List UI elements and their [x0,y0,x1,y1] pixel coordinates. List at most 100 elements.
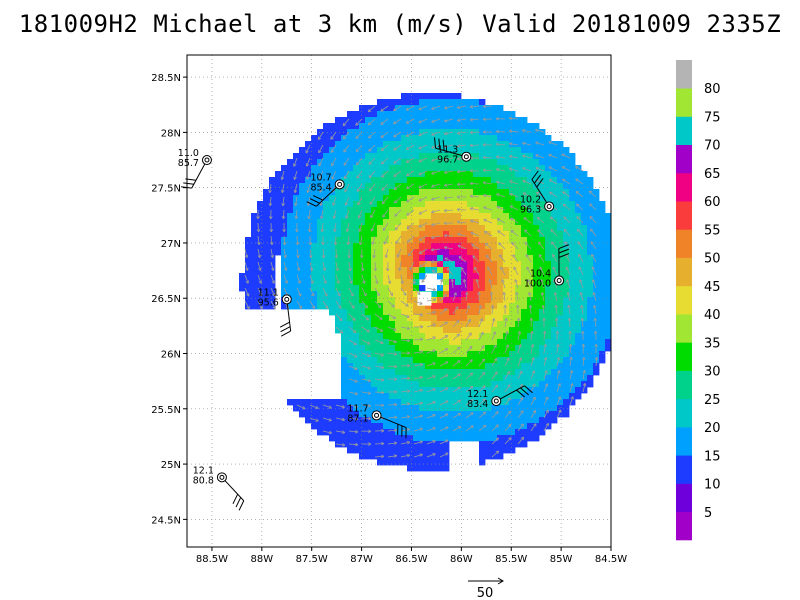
wind-vector [348,442,359,447]
wind-speed-cell [389,285,396,292]
wind-speed-cell [251,225,258,232]
wind-speed-cell [419,447,426,454]
wind-speed-cell [251,285,258,292]
wind-vector [482,143,493,147]
wind-speed-cell [371,333,378,340]
wind-speed-cell [341,303,348,310]
wind-vector [413,427,423,432]
wind-speed-cell [383,315,390,322]
wind-speed-cell [461,345,468,352]
wind-speed-cell [377,189,384,196]
wind-speed-cell [245,261,252,268]
wind-speed-cell [317,267,324,274]
wind-vector [592,279,597,289]
wind-speed-cell [395,297,402,304]
wind-speed-cell [479,219,486,226]
wind-speed-cell [305,273,312,280]
wind-speed-cell [317,285,324,292]
wind-speed-cell [449,219,456,226]
wind-speed-cell [347,237,354,244]
wind-speed-cell [539,399,546,406]
wind-speed-cell [251,243,258,250]
wind-speed-cell [497,177,504,184]
wind-speed-cell [437,369,444,376]
wind-speed-cell [575,303,582,310]
wind-speed-cell [413,339,420,346]
wind-speed-cell [563,399,570,406]
wind-speed-cell [347,399,354,406]
wind-speed-cell [563,147,570,154]
wind-speed-cell [293,219,300,226]
wind-speed-cell [521,225,528,232]
wind-speed-cell [509,249,516,256]
wind-speed-cell [425,177,432,184]
wind-vector [456,131,467,135]
wind-vector [426,287,437,292]
wind-speed-cell [563,351,570,358]
wind-speed-cell [353,327,360,334]
wind-speed-cell [467,381,474,388]
wind-speed-cell [455,303,462,310]
wind-speed-cell [389,333,396,340]
wind-speed-cell [491,405,498,412]
wind-speed-cell [269,231,276,238]
wind-speed-cell [473,225,480,232]
wind-speed-cell [551,351,558,358]
wind-speed-cell [419,381,426,388]
wind-vector [478,304,483,315]
wind-speed-cell [419,255,426,262]
wind-speed-cell [533,237,540,244]
wind-speed-cell [467,135,474,142]
wind-speed-cell [485,189,492,196]
wind-vector [406,196,415,203]
wind-speed-cell [365,405,372,412]
wind-speed-cell [485,357,492,364]
wind-speed-cell [335,285,342,292]
wind-speed-cell [293,399,300,406]
wind-speed-cell [323,423,330,430]
x-tick-label: 86W [450,554,473,565]
wind-speed-cell [371,429,378,436]
wind-speed-cell [401,147,408,154]
wind-speed-cell [593,255,600,262]
wind-speed-cell [587,285,594,292]
wind-speed-cell [371,447,378,454]
wind-speed-cell [341,327,348,334]
wind-speed-cell [425,111,432,118]
wind-vector [335,326,344,334]
wind-vector [296,300,302,310]
wind-speed-cell [353,309,360,316]
wind-vector [581,343,586,354]
wind-speed-cell [443,339,450,346]
wind-speed-cell [539,411,546,418]
wind-speed-cell [413,369,420,376]
wind-vector [465,305,470,315]
wind-vector [374,441,385,446]
wind-speed-cell [545,291,552,298]
wind-speed-cell [581,207,588,214]
wind-speed-cell [269,267,276,274]
wind-speed-cell [383,207,390,214]
wind-vector [444,257,454,263]
wind-speed-cell [371,381,378,388]
wind-vector [426,427,436,432]
wind-speed-cell [371,111,378,118]
wind-speed-cell [407,339,414,346]
wind-speed-cell [359,435,366,442]
observation-bottom-value: 85.4 [310,182,331,193]
wind-speed-cell [485,315,492,322]
wind-speed-cell [365,249,372,256]
wind-speed-cell [293,303,300,310]
wind-speed-cell [467,405,474,412]
wind-speed-cell [293,237,300,244]
wind-speed-cell [515,351,522,358]
wind-vector [307,209,311,220]
wind-vector [452,319,460,328]
wind-speed-cell [497,231,504,238]
wind-vector [536,216,545,224]
wind-speed-cell [473,393,480,400]
wind-vector [357,196,363,206]
y-tick-label: 25.5N [151,405,181,416]
wind-vector [515,291,519,302]
wind-speed-cell [539,387,546,394]
